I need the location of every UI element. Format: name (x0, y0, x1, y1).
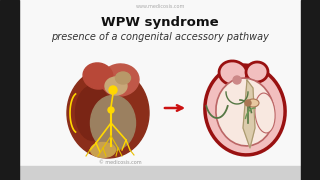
Ellipse shape (101, 64, 139, 96)
Circle shape (109, 86, 117, 94)
Text: WPW syndrome: WPW syndrome (101, 16, 219, 29)
Ellipse shape (247, 99, 259, 107)
Ellipse shape (105, 77, 127, 95)
Circle shape (245, 100, 251, 106)
Ellipse shape (246, 62, 268, 82)
Ellipse shape (116, 72, 131, 84)
Ellipse shape (91, 143, 116, 158)
Text: presence of a congenital accessory pathway: presence of a congenital accessory pathw… (51, 32, 269, 42)
Ellipse shape (67, 68, 149, 158)
Circle shape (233, 76, 241, 84)
Text: www.medicosis.com: www.medicosis.com (135, 4, 185, 9)
Bar (19, 166, 301, 180)
Ellipse shape (91, 96, 135, 150)
Bar (301, 0, 320, 180)
Ellipse shape (205, 65, 285, 155)
Text: © medicosis.com: © medicosis.com (99, 161, 141, 165)
Bar (0, 0, 19, 180)
Ellipse shape (219, 61, 247, 85)
Ellipse shape (83, 63, 113, 89)
Ellipse shape (76, 86, 110, 141)
Ellipse shape (216, 78, 274, 146)
Polygon shape (243, 80, 255, 148)
Ellipse shape (255, 93, 275, 133)
Circle shape (108, 107, 114, 113)
